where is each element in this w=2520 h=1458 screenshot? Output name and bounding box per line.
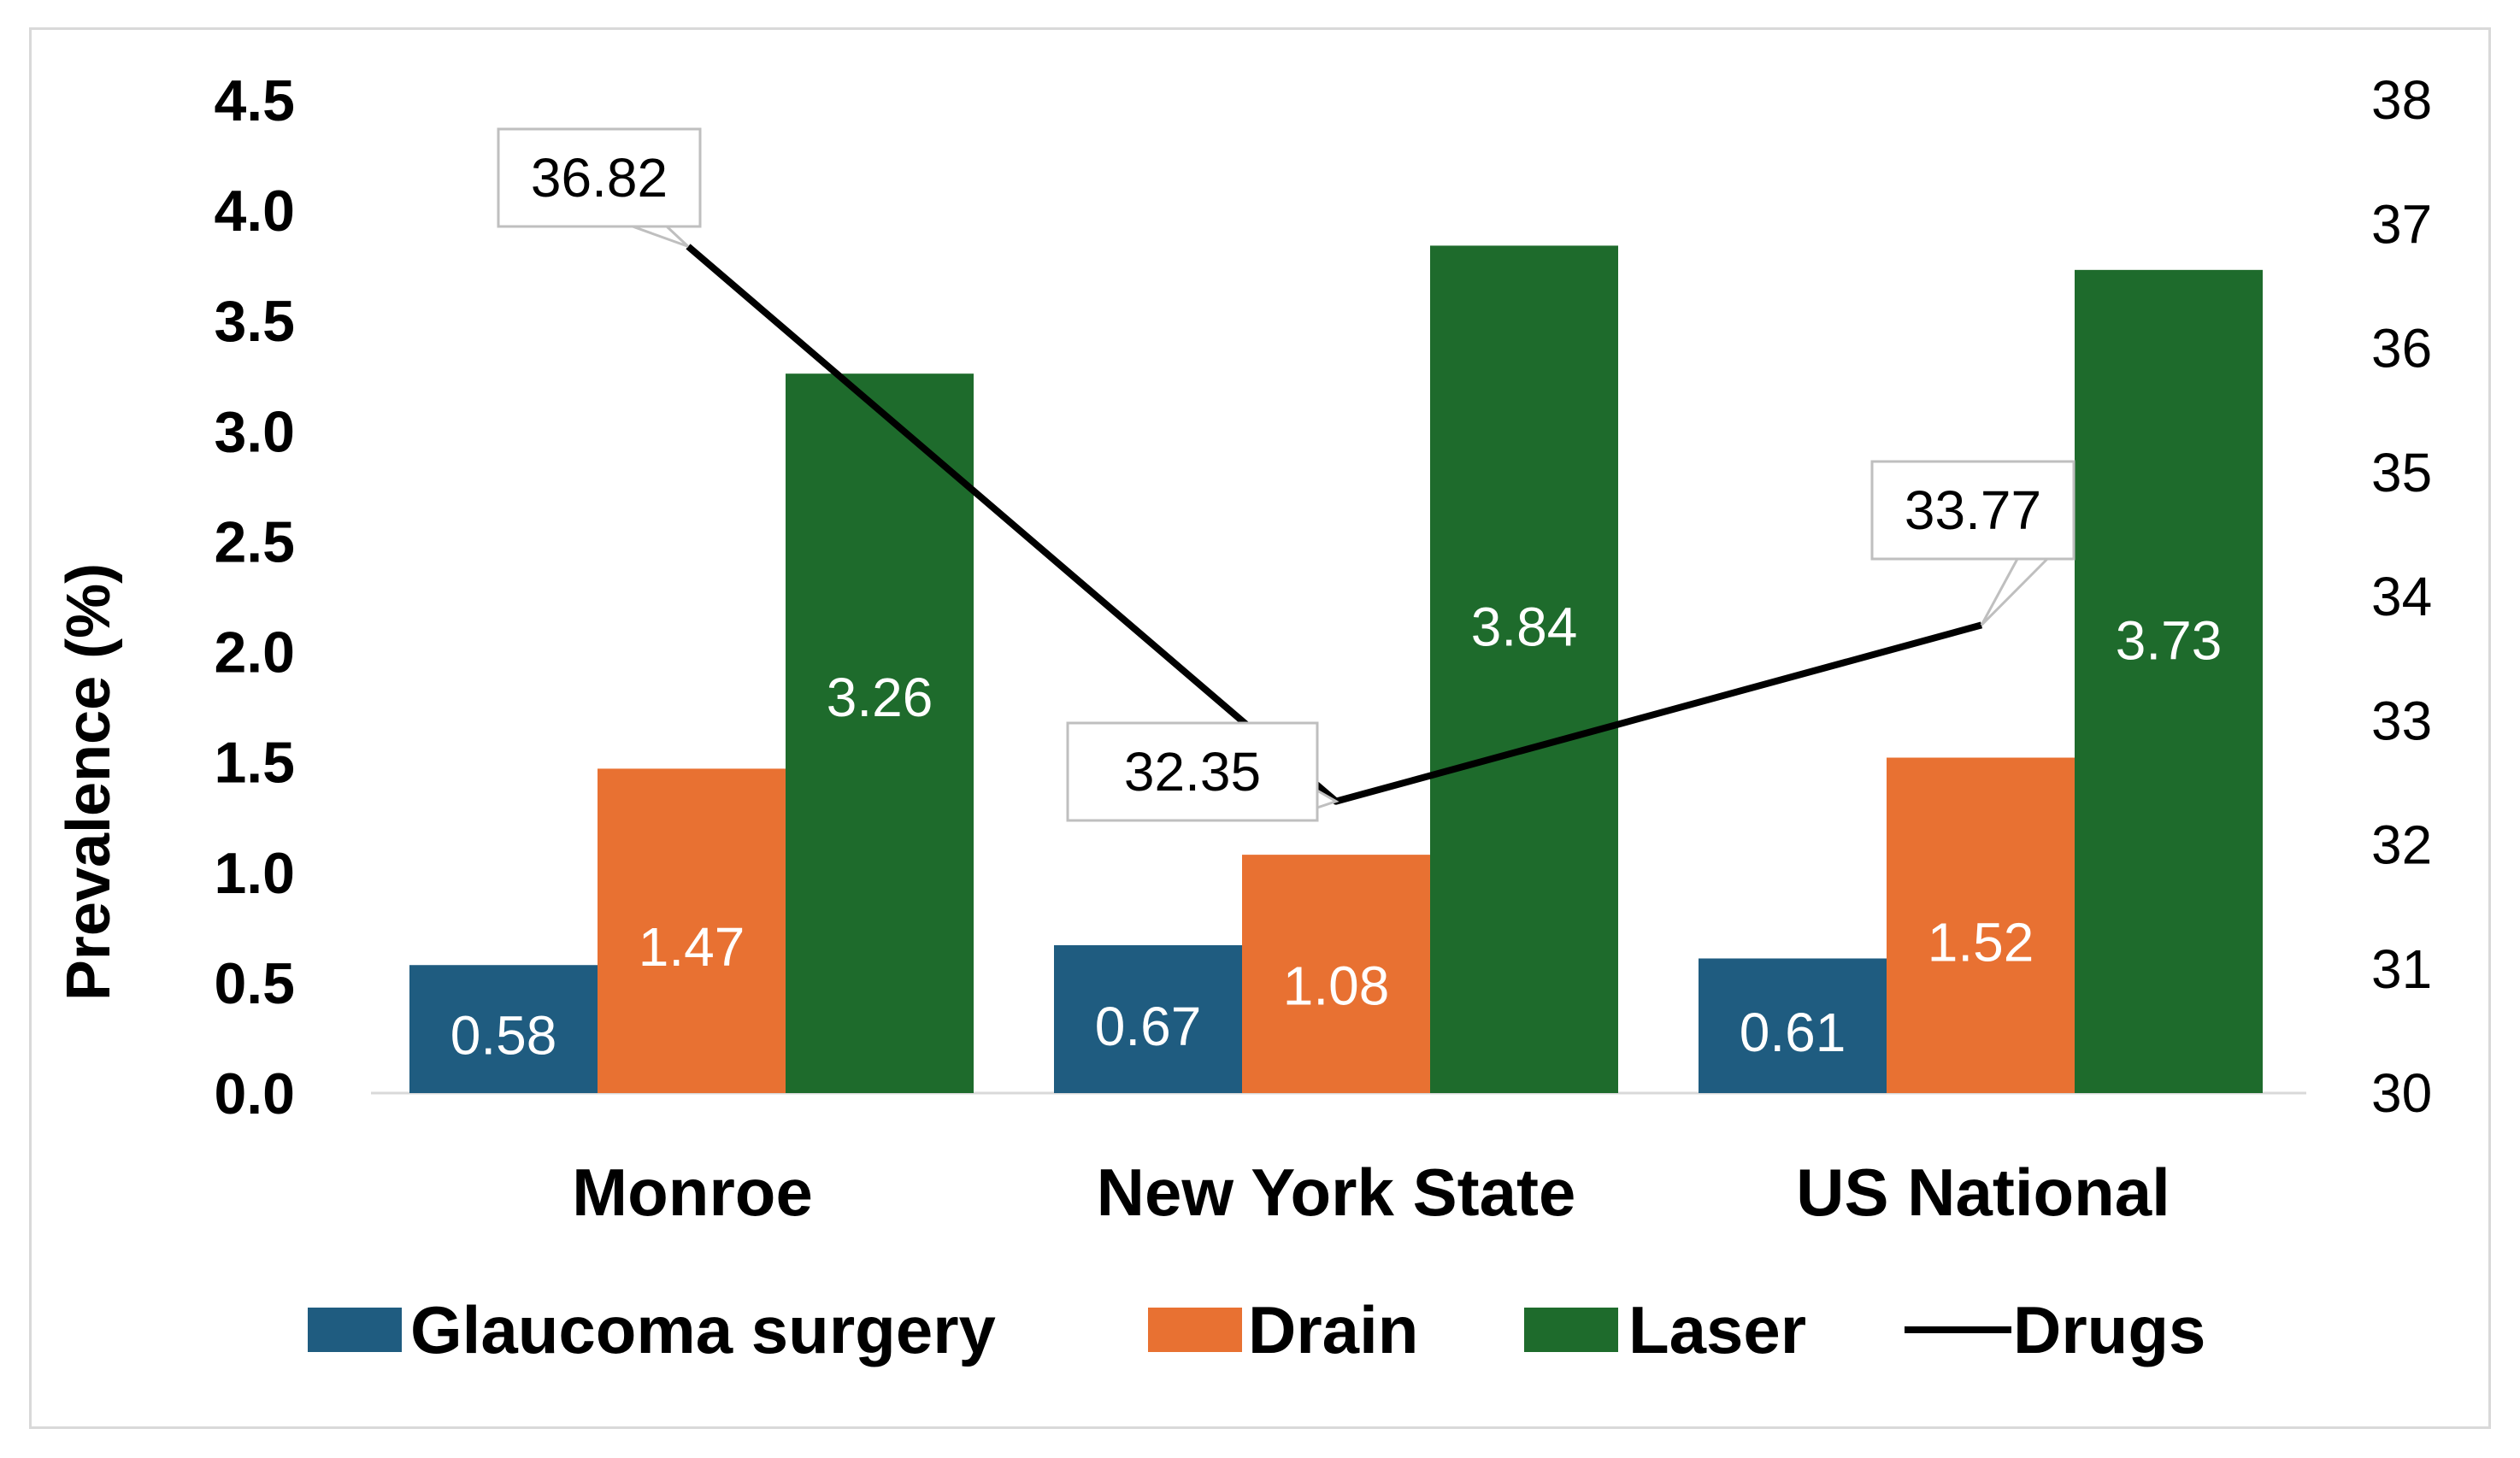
legend-swatch-drain bbox=[1148, 1308, 1242, 1352]
callout-tail bbox=[1980, 557, 2049, 626]
bar-value-label: 3.26 bbox=[827, 667, 933, 728]
bar-value-label: 0.58 bbox=[450, 1005, 557, 1067]
y-tick-label-left: 4.5 bbox=[214, 68, 295, 133]
y-tick-label-right: 32 bbox=[2371, 814, 2432, 876]
callout-tail bbox=[1316, 789, 1339, 809]
y-tick-label-left: 0.5 bbox=[214, 951, 295, 1016]
legend-label: Drugs bbox=[2013, 1292, 2205, 1367]
bar-value-label: 0.67 bbox=[1095, 996, 1202, 1057]
y-tick-label-left: 2.0 bbox=[214, 620, 295, 685]
y-tick-label-left: 2.5 bbox=[214, 509, 295, 574]
drugs-line-series: 36.82 32.35 33.77 bbox=[497, 127, 2075, 822]
y-tick-label-left: 3.0 bbox=[214, 399, 295, 464]
legend-swatch-glaucoma-surgery bbox=[308, 1308, 402, 1352]
y-tick-label-right: 38 bbox=[2371, 69, 2432, 131]
callout-box bbox=[1066, 721, 1319, 822]
bar-glaucoma-surgery-monroe bbox=[409, 965, 598, 1093]
bar-drain-new-york-state bbox=[1242, 855, 1430, 1093]
bar-drain-us-national bbox=[1887, 757, 2075, 1093]
x-tick-label: Monroe bbox=[572, 1155, 813, 1230]
bar-value-label: 0.61 bbox=[1740, 1002, 1846, 1063]
bar-laser-monroe bbox=[786, 373, 974, 1093]
y-axis-label: Prevalence (%) bbox=[55, 563, 123, 1001]
left-axis: 0.0 0.5 1.0 1.5 2.0 2.5 3.0 3.5 4.0 4.5 bbox=[214, 68, 295, 1126]
x-tick-label: New York State bbox=[1097, 1155, 1576, 1230]
y-tick-label-right: 33 bbox=[2371, 690, 2432, 751]
x-axis-tick-labels: Monroe New York State US National bbox=[572, 1155, 2170, 1230]
bar-value-label: 3.73 bbox=[2116, 609, 2223, 671]
line-value-label: 36.82 bbox=[531, 147, 668, 209]
callout-tail bbox=[632, 225, 690, 248]
y-tick-label-right: 35 bbox=[2371, 442, 2432, 503]
bar-value-label: 1.52 bbox=[1928, 911, 2034, 973]
y-tick-label-left: 0.0 bbox=[214, 1061, 295, 1126]
legend-label: Glaucoma surgery bbox=[410, 1292, 996, 1367]
x-tick-label: US National bbox=[1796, 1155, 2170, 1230]
y-tick-label-right: 36 bbox=[2371, 318, 2432, 379]
y-tick-label-right: 31 bbox=[2371, 938, 2432, 1000]
bar-value-label: 3.84 bbox=[1471, 597, 1578, 658]
bar-laser-new-york-state bbox=[1430, 245, 1618, 1094]
y-tick-label-left: 4.0 bbox=[214, 179, 295, 244]
bar-glaucoma-surgery-us-national bbox=[1699, 958, 1887, 1093]
y-tick-label-left: 3.5 bbox=[214, 289, 295, 354]
y-tick-label-left: 1.5 bbox=[214, 731, 295, 796]
bar-drain-monroe bbox=[598, 768, 786, 1093]
bars: 0.58 0.67 0.61 1.47 1.08 1.52 3.26 3.84 3.73 bbox=[409, 245, 2263, 1094]
callout-box bbox=[497, 127, 702, 228]
callout-box bbox=[1870, 460, 2075, 561]
right-axis: 30 31 32 33 34 35 36 37 38 bbox=[2371, 69, 2432, 1124]
legend-label: Laser bbox=[1628, 1292, 1806, 1367]
bar-laser-us-national bbox=[2075, 269, 2263, 1093]
y-tick-label-left: 1.0 bbox=[214, 841, 295, 906]
legend-label: Drain bbox=[1248, 1292, 1418, 1367]
line-value-label: 33.77 bbox=[1905, 479, 2041, 541]
y-tick-label-right: 34 bbox=[2371, 566, 2432, 627]
line-value-label: 32.35 bbox=[1124, 741, 1261, 802]
y-tick-label-right: 30 bbox=[2371, 1062, 2432, 1124]
legend-swatch-laser bbox=[1524, 1308, 1618, 1352]
bar-value-label: 1.47 bbox=[639, 916, 745, 978]
y-tick-label-right: 37 bbox=[2371, 193, 2432, 255]
bar-glaucoma-surgery-new-york-state bbox=[1054, 944, 1242, 1093]
bar-value-label: 1.08 bbox=[1283, 955, 1390, 1017]
legend: Glaucoma surgery Drain Laser Drugs bbox=[308, 1292, 2205, 1367]
